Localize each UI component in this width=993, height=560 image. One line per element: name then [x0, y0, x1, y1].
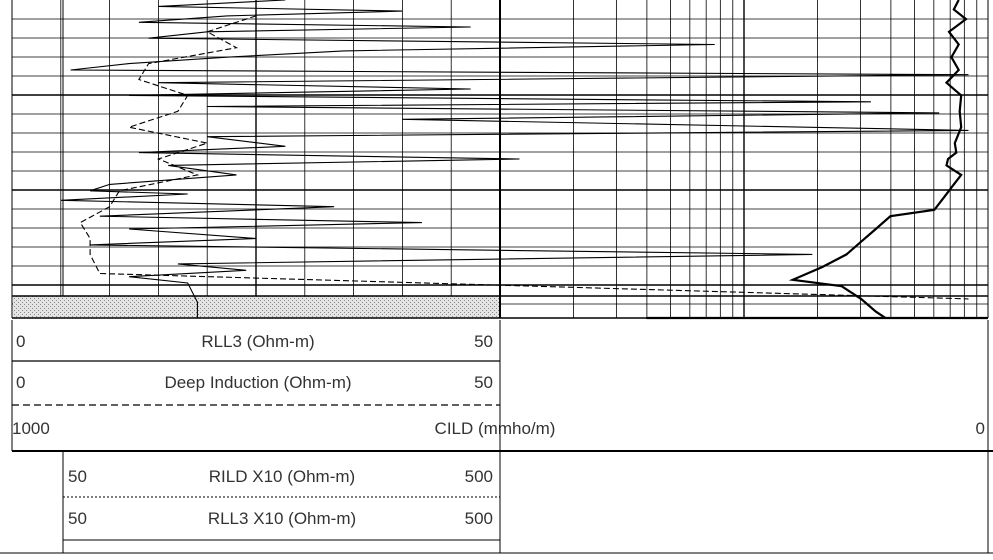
curve-rll3-ohm-m: [60, 0, 969, 318]
legend-rild-x10: 50 RILD X10 (Ohm-m) 500: [63, 467, 500, 498]
legend-cild: 1000 CILD (mmho/m) 0: [12, 419, 993, 452]
legend-rll3: 0 RLL3 (Ohm-m) 50: [12, 332, 500, 362]
legend-rild-x10-name: RILD X10 (Ohm-m): [209, 467, 355, 486]
legend-rild-x10-right: 500: [465, 467, 493, 486]
log-header: 0 RLL3 (Ohm-m) 50 0 Deep Induction (Ohm-…: [0, 320, 993, 554]
legend-rll3-x10: 50 RLL3 X10 (Ohm-m) 500: [63, 509, 500, 541]
shaded-zone: [13, 296, 499, 318]
legend-deep-induction-name: Deep Induction (Ohm-m): [164, 373, 351, 392]
legend-deep-induction: 0 Deep Induction (Ohm-m) 50: [12, 373, 500, 406]
log-curves: [60, 0, 988, 320]
legend-rll3-x10-name: RLL3 X10 (Ohm-m): [208, 509, 356, 528]
legend-cild-name: CILD (mmho/m): [435, 419, 556, 438]
legend-rll3-left: 0: [16, 332, 25, 351]
legend-deep-induction-right: 50: [474, 373, 493, 392]
legend-deep-induction-left: 0: [16, 373, 25, 392]
curve-deep-induction-ohm-m: [79, 15, 969, 300]
legend-rll3-x10-right: 500: [465, 509, 493, 528]
legend-rll3-x10-left: 50: [68, 509, 87, 528]
legend-rild-x10-left: 50: [68, 467, 87, 486]
legend-rll3-name: RLL3 (Ohm-m): [201, 332, 314, 351]
legend-cild-left: 1000: [12, 419, 50, 438]
legend-rll3-right: 50: [474, 332, 493, 351]
legend-cild-right: 0: [976, 419, 985, 438]
curve-cild-mmho-m: [646, 0, 988, 320]
